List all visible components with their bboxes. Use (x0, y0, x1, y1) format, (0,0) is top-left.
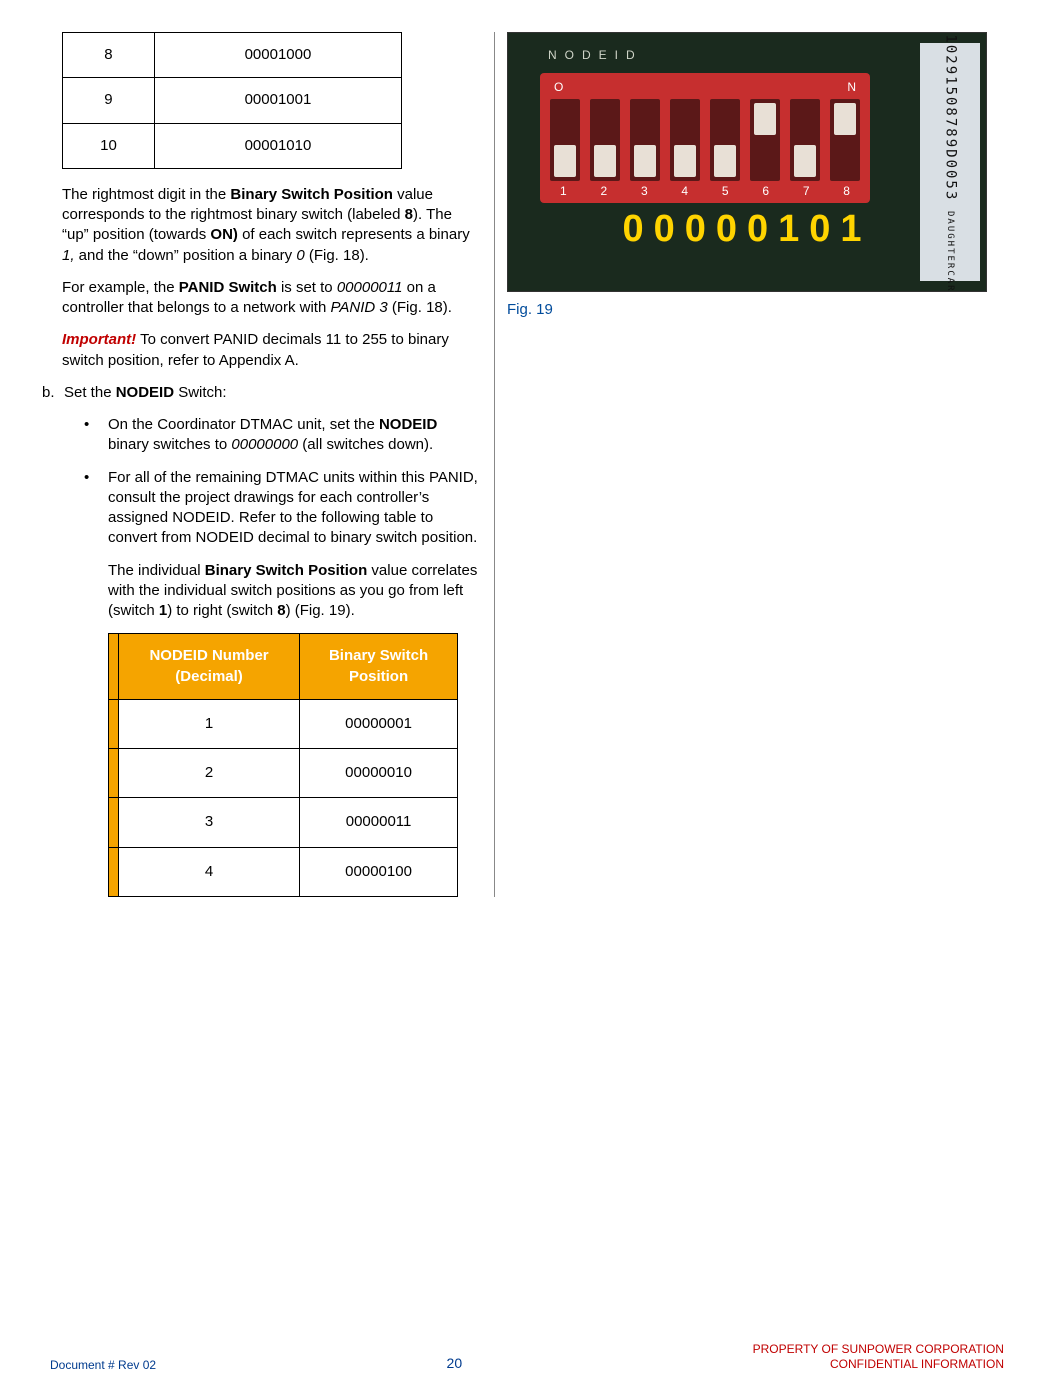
dip-switch-5 (710, 99, 740, 181)
paragraph-binary-switch-explanation: The rightmost digit in the Binary Switch… (62, 185, 478, 266)
cell-bin: 00001000 (154, 33, 401, 78)
dip-switch-8 (830, 99, 860, 181)
dip-block: O N 1 2 3 4 5 6 7 8 (540, 73, 870, 203)
dip-switch-4 (670, 99, 700, 181)
dip-switch-1 (550, 99, 580, 181)
cell-dec: 2 (119, 749, 300, 798)
dip-switch-2 (590, 99, 620, 181)
on-label: N (847, 79, 856, 95)
panid-table-fragment: 800001000 900001001 1000001010 (62, 32, 402, 169)
nodeid-header-decimal: NODEID Number (Decimal) (119, 634, 300, 700)
cell-dec: 1 (119, 699, 300, 748)
step-b-marker: b. (42, 383, 64, 403)
cell-dec: 3 (119, 798, 300, 847)
paragraph-important-note: Important! To convert PANID decimals 11 … (62, 330, 478, 371)
table-spacer (109, 634, 119, 700)
nodeid-table: NODEID Number (Decimal) Binary Switch Po… (108, 633, 458, 897)
bullet-marker: • (84, 415, 108, 456)
dip-switch-number: 5 (722, 183, 729, 199)
dip-switch-6 (750, 99, 780, 181)
paragraph-panid-example: For example, the PANID Switch is set to … (62, 278, 478, 319)
bullet-marker: • (84, 468, 108, 549)
dip-switch-number: 2 (600, 183, 607, 199)
overlay-binary-text: 00000101 (508, 204, 986, 255)
cell-bin: 00000001 (300, 699, 458, 748)
cell-dec: 10 (63, 123, 155, 168)
footer-page-number: 20 (447, 1354, 463, 1373)
important-label: Important! (62, 331, 136, 348)
page-footer: Document # Rev 02 20 PROPERTY OF SUNPOWE… (50, 1342, 1004, 1373)
cell-bin: 00000100 (300, 847, 458, 896)
board-nodeid-label: NODEID (548, 48, 643, 62)
dip-switch-number: 3 (641, 183, 648, 199)
dip-switch-number: 8 (843, 183, 850, 199)
figure-caption: Fig. 19 (507, 300, 1004, 320)
cell-bin: 00001001 (154, 78, 401, 123)
on-label: O (554, 79, 563, 95)
dip-switch-3 (630, 99, 660, 181)
cell-dec: 8 (63, 33, 155, 78)
dip-switch-number: 1 (560, 183, 567, 199)
bullet-switch-position-note: The individual Binary Switch Position va… (84, 561, 478, 622)
dip-switch-photo: NODEID O N 1 2 3 4 5 6 7 8 00000101 S1029150878… (507, 32, 987, 292)
dip-switch-number: 6 (762, 183, 769, 199)
dip-switch-number: 4 (681, 183, 688, 199)
cell-bin: 00000010 (300, 749, 458, 798)
bullet-coordinator: • On the Coordinator DTMAC unit, set the… (84, 415, 478, 456)
footer-confidential: PROPERTY OF SUNPOWER CORPORATION CONFIDE… (753, 1342, 1004, 1373)
step-b: b. Set the NODEID Switch: (42, 383, 478, 403)
step-b-text: Set the NODEID Switch: (64, 383, 478, 403)
side-barcode-label: S10291508789D0053 DAUGHTERCARD (920, 43, 980, 281)
bullet-remaining-units: • For all of the remaining DTMAC units w… (84, 468, 478, 549)
footer-doc-rev: Document # Rev 02 (50, 1357, 156, 1373)
cell-dec: 4 (119, 847, 300, 896)
dip-switch-number: 7 (803, 183, 810, 199)
cell-dec: 9 (63, 78, 155, 123)
dip-switch-7 (790, 99, 820, 181)
cell-bin: 00001010 (154, 123, 401, 168)
cell-bin: 00000011 (300, 798, 458, 847)
nodeid-header-binary: Binary Switch Position (300, 634, 458, 700)
